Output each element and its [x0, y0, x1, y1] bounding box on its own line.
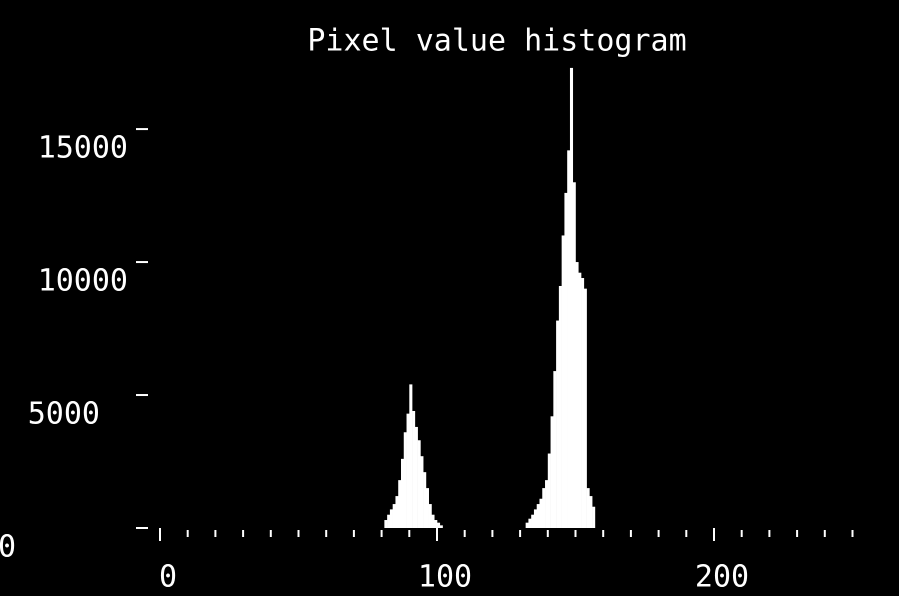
bar	[423, 472, 427, 528]
bar	[542, 488, 546, 528]
y-tick-label: 15000	[38, 131, 128, 166]
bar	[409, 384, 413, 528]
bar	[406, 413, 410, 528]
bar	[589, 496, 593, 528]
y-tick-label: 10000	[38, 264, 128, 299]
bar	[412, 410, 416, 528]
bar	[395, 496, 399, 528]
bar	[547, 453, 551, 528]
bar	[581, 278, 585, 528]
bar	[384, 520, 388, 528]
bar	[403, 432, 407, 528]
x-tick-label: 100	[418, 560, 472, 595]
bar	[578, 272, 582, 528]
bar	[572, 182, 576, 528]
bar	[539, 498, 543, 528]
bar	[533, 509, 538, 528]
bar	[417, 440, 421, 528]
bar	[536, 504, 540, 528]
bar	[556, 320, 560, 528]
bar	[525, 522, 529, 528]
bar	[528, 518, 532, 528]
bar	[561, 235, 565, 528]
x-tick-label: 0	[159, 560, 177, 595]
bar	[586, 488, 590, 528]
bar	[553, 371, 557, 528]
bar	[550, 416, 554, 528]
bar	[389, 509, 393, 528]
bar	[387, 514, 391, 528]
bar	[437, 522, 441, 528]
bar	[420, 456, 424, 528]
bar	[567, 150, 571, 528]
x-tick-label: 200	[695, 560, 749, 595]
bar	[398, 480, 402, 528]
bar	[425, 488, 429, 528]
bar	[592, 506, 596, 528]
bar	[569, 67, 574, 528]
bar	[414, 426, 418, 528]
bar	[531, 514, 535, 528]
bar	[583, 288, 587, 528]
bar	[392, 504, 396, 528]
bar	[434, 520, 438, 528]
y-tick-label: 0	[0, 530, 16, 565]
bar	[558, 285, 562, 528]
bar	[575, 262, 579, 528]
y-tick-label: 5000	[28, 397, 100, 432]
bar	[400, 458, 405, 528]
bar	[439, 525, 443, 528]
chart-title: Pixel value histogram	[307, 24, 686, 59]
bar	[545, 480, 549, 528]
bar	[431, 514, 435, 528]
bar	[564, 192, 568, 528]
bar	[428, 504, 432, 528]
